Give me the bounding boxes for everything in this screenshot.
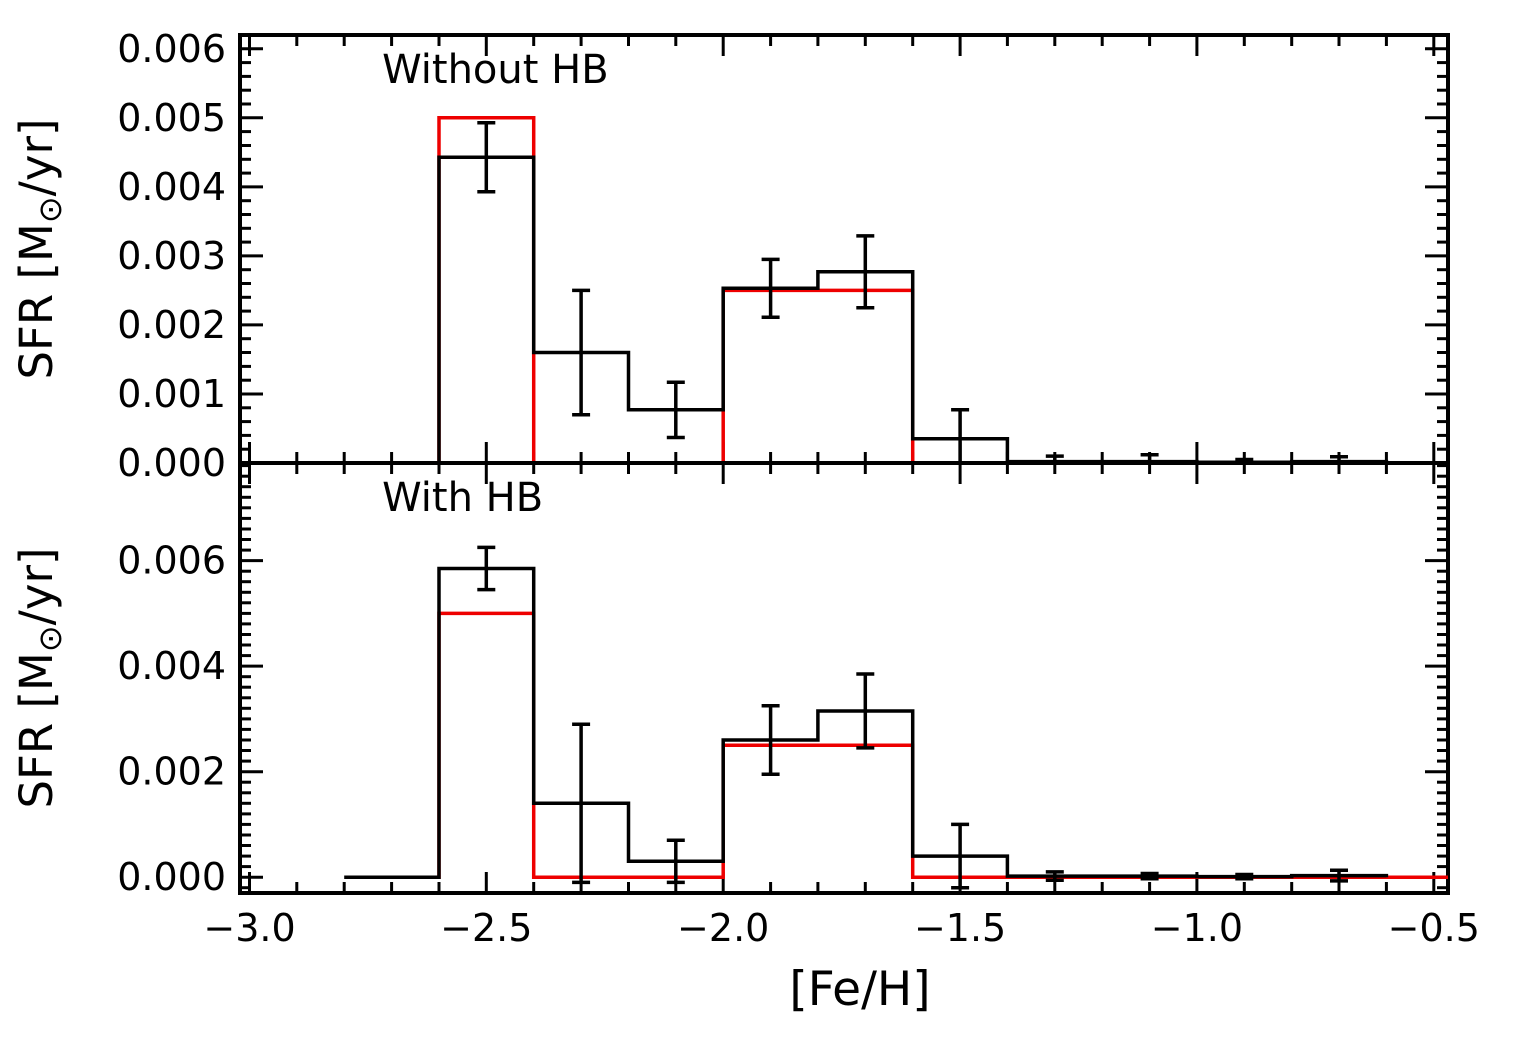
panel-title-with-hb: With HB	[382, 475, 543, 521]
panel-without-hb: 0.000 0.001 0.002 0.003 0.004 0.005 0.006 Witho…	[10, 27, 1450, 485]
axis-ticks	[240, 463, 1448, 893]
x-tick-label: −0.5	[1388, 906, 1480, 950]
y-tick-label: 0.006	[117, 539, 226, 583]
observed-histogram	[344, 155, 1389, 465]
x-tick-labels: −3.0 −2.5 −2.0 −1.5 −1.0 −0.5	[203, 906, 1480, 950]
panel-with-hb: 0.000 0.002 0.004 0.006 −3.0 −2.5 −2.0 −1.5 −1.0…	[10, 461, 1480, 950]
model-histogram	[382, 116, 1448, 465]
axis-frame	[238, 461, 1450, 895]
y-tick-label: 0.005	[117, 96, 226, 140]
x-tick-label: −3.0	[203, 906, 295, 950]
x-axis-label: [Fe/H]	[789, 962, 930, 1017]
x-tick-label: −2.0	[677, 906, 769, 950]
y-tick-label: 0.002	[117, 303, 226, 347]
y-axis-label: SFR [M⊙/yr]	[10, 118, 69, 379]
panel-title-without-hb: Without HB	[382, 47, 609, 93]
y-tick-label: 0.000	[117, 855, 226, 899]
model-histogram	[382, 611, 1448, 879]
y-axis-label: SFR [M⊙/yr]	[10, 547, 69, 808]
axis-frame	[238, 33, 1450, 465]
y-tick-label: 0.006	[117, 27, 226, 71]
y-tick-labels: 0.000 0.002 0.004 0.006	[117, 539, 226, 900]
y-tick-labels: 0.000 0.001 0.002 0.003 0.004 0.005 0.006	[117, 27, 226, 485]
error-bars	[477, 545, 1348, 890]
y-tick-label: 0.004	[117, 644, 226, 688]
axis-ticks	[240, 33, 1448, 465]
x-tick-label: −1.0	[1151, 906, 1243, 950]
x-tick-label: −2.5	[440, 906, 532, 950]
y-tick-label: 0.002	[117, 750, 226, 794]
y-tick-label: 0.000	[117, 441, 226, 485]
y-tick-label: 0.004	[117, 165, 226, 209]
x-tick-label: −1.5	[914, 906, 1006, 950]
y-tick-label: 0.003	[117, 234, 226, 278]
y-tick-label: 0.001	[117, 372, 226, 416]
